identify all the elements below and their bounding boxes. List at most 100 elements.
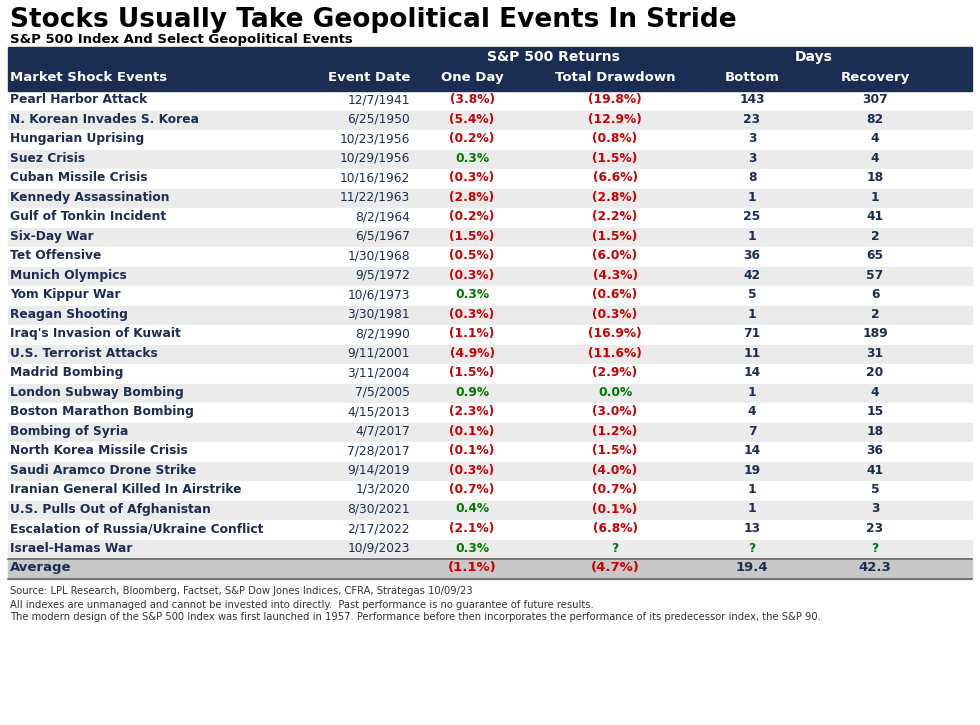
Bar: [8, 403, 972, 423]
Text: Iraq's Invasion of Kuwait: Iraq's Invasion of Kuwait: [10, 327, 180, 340]
Text: 12/7/1941: 12/7/1941: [348, 93, 410, 106]
Text: 8/30/2021: 8/30/2021: [347, 502, 410, 515]
Text: (2.1%): (2.1%): [450, 522, 495, 535]
Text: 3/11/2004: 3/11/2004: [348, 366, 410, 379]
Bar: [8, 188, 972, 208]
Text: (1.1%): (1.1%): [448, 561, 497, 574]
Text: (16.9%): (16.9%): [588, 327, 642, 340]
Text: London Subway Bombing: London Subway Bombing: [10, 386, 183, 399]
Text: Munich Olympics: Munich Olympics: [10, 268, 126, 281]
Text: 8/2/1990: 8/2/1990: [355, 327, 410, 340]
Text: 4: 4: [871, 152, 879, 165]
Bar: [8, 110, 972, 130]
Text: (1.5%): (1.5%): [450, 366, 495, 379]
Text: S&P 500 Returns: S&P 500 Returns: [487, 50, 620, 64]
Text: 42.3: 42.3: [858, 561, 892, 574]
Text: (0.5%): (0.5%): [450, 249, 495, 262]
Bar: [8, 267, 972, 286]
Text: 9/11/2001: 9/11/2001: [348, 347, 410, 360]
Text: 6/5/1967: 6/5/1967: [355, 230, 410, 242]
Text: (1.2%): (1.2%): [592, 425, 638, 437]
Text: (0.3%): (0.3%): [450, 463, 495, 476]
Bar: [8, 47, 972, 91]
Text: 7/28/2017: 7/28/2017: [347, 444, 410, 457]
Text: 36: 36: [866, 444, 884, 457]
Bar: [8, 384, 972, 403]
Text: 0.3%: 0.3%: [455, 542, 489, 555]
Text: 143: 143: [739, 93, 764, 106]
Text: 9/5/1972: 9/5/1972: [355, 268, 410, 281]
Text: (0.1%): (0.1%): [592, 502, 638, 515]
Text: (0.3%): (0.3%): [450, 307, 495, 320]
Bar: [8, 305, 972, 325]
Text: 6: 6: [871, 288, 879, 301]
Text: (6.6%): (6.6%): [593, 171, 638, 184]
Text: (1.5%): (1.5%): [592, 444, 638, 457]
Text: (12.9%): (12.9%): [588, 112, 642, 125]
Text: 57: 57: [866, 268, 884, 281]
Text: Days: Days: [795, 50, 832, 64]
Text: (2.8%): (2.8%): [450, 191, 495, 204]
Text: (19.8%): (19.8%): [588, 93, 642, 106]
Text: 1/30/1968: 1/30/1968: [347, 249, 410, 262]
Text: 31: 31: [866, 347, 884, 360]
Text: (2.8%): (2.8%): [593, 191, 638, 204]
Text: The modern design of the S&P 500 Index was first launched in 1957. Performance b: The modern design of the S&P 500 Index w…: [10, 613, 821, 623]
Text: 4: 4: [748, 405, 757, 418]
Text: U.S. Terrorist Attacks: U.S. Terrorist Attacks: [10, 347, 158, 360]
Text: 7: 7: [748, 425, 757, 437]
Text: Pearl Harbor Attack: Pearl Harbor Attack: [10, 93, 147, 106]
Text: (2.9%): (2.9%): [593, 366, 638, 379]
Bar: [8, 462, 972, 481]
Text: 3: 3: [748, 152, 757, 165]
Text: One Day: One Day: [441, 71, 504, 84]
Text: (0.1%): (0.1%): [450, 425, 495, 437]
Text: 8/2/1964: 8/2/1964: [355, 210, 410, 223]
Text: 23: 23: [744, 112, 760, 125]
Text: 23: 23: [866, 522, 884, 535]
Text: 1/3/2020: 1/3/2020: [356, 483, 410, 496]
Text: 1: 1: [748, 191, 757, 204]
Text: ?: ?: [749, 542, 756, 555]
Text: 4/7/2017: 4/7/2017: [356, 425, 410, 437]
Text: 41: 41: [866, 463, 884, 476]
Text: Madrid Bombing: Madrid Bombing: [10, 366, 123, 379]
Text: Six-Day War: Six-Day War: [10, 230, 94, 242]
Text: Hungarian Uprising: Hungarian Uprising: [10, 132, 144, 145]
Text: 1: 1: [748, 483, 757, 496]
Text: 36: 36: [744, 249, 760, 262]
Text: 3: 3: [871, 502, 879, 515]
Text: (0.3%): (0.3%): [450, 171, 495, 184]
Text: (6.0%): (6.0%): [593, 249, 638, 262]
Text: ?: ?: [612, 542, 618, 555]
Bar: [8, 149, 972, 169]
Text: (3.0%): (3.0%): [593, 405, 638, 418]
Text: Total Drawdown: Total Drawdown: [555, 71, 675, 84]
Text: 82: 82: [866, 112, 884, 125]
Text: 15: 15: [866, 405, 884, 418]
Text: (1.5%): (1.5%): [450, 230, 495, 242]
Text: 8: 8: [748, 171, 757, 184]
Text: 3: 3: [748, 132, 757, 145]
Text: Market Shock Events: Market Shock Events: [10, 71, 168, 84]
Text: 20: 20: [866, 366, 884, 379]
Text: 4: 4: [871, 132, 879, 145]
Text: 0.3%: 0.3%: [455, 152, 489, 165]
Text: Event Date: Event Date: [327, 71, 410, 84]
Text: (0.7%): (0.7%): [592, 483, 638, 496]
Text: Source: LPL Research, Bloomberg, Factset, S&P Dow Jones Indices, CFRA, Strategas: Source: LPL Research, Bloomberg, Factset…: [10, 587, 472, 597]
Text: 3/30/1981: 3/30/1981: [347, 307, 410, 320]
Text: Cuban Missile Crisis: Cuban Missile Crisis: [10, 171, 148, 184]
Text: 1: 1: [748, 307, 757, 320]
Text: 4: 4: [871, 386, 879, 399]
Text: N. Korean Invades S. Korea: N. Korean Invades S. Korea: [10, 112, 199, 125]
Text: 1: 1: [748, 502, 757, 515]
Text: 11/22/1963: 11/22/1963: [340, 191, 410, 204]
Text: Saudi Aramco Drone Strike: Saudi Aramco Drone Strike: [10, 463, 196, 476]
Text: (5.4%): (5.4%): [450, 112, 495, 125]
Text: 0.4%: 0.4%: [455, 502, 489, 515]
Bar: [8, 208, 972, 228]
Text: (0.1%): (0.1%): [450, 444, 495, 457]
Text: (4.0%): (4.0%): [593, 463, 638, 476]
Text: S&P 500 Index And Select Geopolitical Events: S&P 500 Index And Select Geopolitical Ev…: [10, 33, 353, 46]
